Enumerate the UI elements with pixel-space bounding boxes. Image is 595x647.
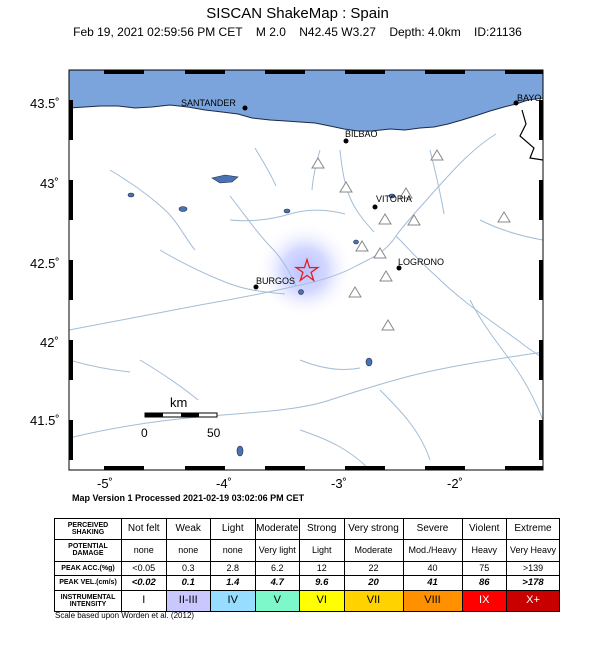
- legend-cell: 1.4: [210, 574, 256, 591]
- legend-label-vel: PEAK VEL.(cm/s): [54, 574, 122, 591]
- legend-cell: 20: [343, 574, 404, 591]
- legend-cell: 4.7: [254, 574, 300, 591]
- legend-label-shaking: PERCEIVED SHAKING: [54, 517, 122, 541]
- legend-cell: 41: [402, 574, 463, 591]
- legend-row-shaking: PERCEIVED SHAKING Not felt Weak Light Mod…: [54, 517, 560, 541]
- scale-start: 0: [141, 426, 148, 440]
- legend-label-intensity: INSTRUMENTAL INTENSITY: [54, 589, 122, 613]
- legend-cell: Mod./Heavy: [402, 539, 463, 562]
- event-depth: Depth: 4.0km: [389, 25, 461, 39]
- intensity-cell: VI: [299, 589, 345, 613]
- lon-label-5: -5˚: [97, 476, 113, 491]
- legend-cell: 75: [461, 560, 507, 576]
- border-line: [519, 109, 543, 161]
- legend-cell: Very strong: [343, 517, 404, 541]
- city-bilbao: BILBAO: [345, 129, 378, 139]
- intensity-cell: II-III: [165, 589, 211, 613]
- legend-row-acc: PEAK ACC.(%g) <0.05 0.3 2.8 6.2 12 22 40…: [54, 560, 560, 576]
- legend-row-intensity: INSTRUMENTAL INTENSITY I II-III IV V VI V…: [54, 589, 560, 613]
- legend-cell: Moderate: [343, 539, 404, 562]
- legend-cell: 12: [299, 560, 345, 576]
- legend-cell: Extreme: [506, 517, 560, 541]
- legend-cell: 22: [343, 560, 404, 576]
- lat-label-41-5: 41.5˚: [30, 413, 60, 428]
- legend-cell: Light: [299, 539, 345, 562]
- scale-end: 50: [207, 426, 221, 440]
- lon-label-4: -4˚: [216, 476, 232, 491]
- legend-cell: <0.02: [121, 574, 167, 591]
- lakes: [127, 174, 396, 457]
- scale-bar: km 0 50: [141, 395, 221, 440]
- intensity-legend: PERCEIVED SHAKING Not felt Weak Light Mod…: [54, 517, 560, 613]
- city-logrono: LOGRONO: [398, 257, 444, 267]
- event-info: Feb 19, 2021 02:59:56 PM CET M 2.0 N42.4…: [0, 25, 595, 39]
- city-santander: SANTANDER: [181, 98, 236, 108]
- lon-label-3: -3˚: [331, 476, 347, 491]
- legend-cell: 86: [461, 574, 507, 591]
- intensity-cell: X+: [506, 589, 560, 613]
- intensity-cell: VIII: [402, 589, 463, 613]
- event-id: ID:21136: [474, 25, 522, 39]
- legend-cell: >139: [506, 560, 560, 576]
- legend-cell: 6.2: [254, 560, 300, 576]
- legend-label-damage: POTENTIAL DAMAGE: [54, 539, 122, 562]
- lat-label-43-5: 43.5˚: [30, 96, 60, 111]
- map-title: SISCAN ShakeMap : Spain: [206, 5, 389, 22]
- legend-cell: 0.1: [165, 574, 211, 591]
- event-date: Feb 19, 2021 02:59:56 PM CET: [73, 25, 243, 39]
- legend-cell: Weak: [165, 517, 211, 541]
- legend-label-acc: PEAK ACC.(%g): [54, 560, 122, 576]
- city-burgos: BURGOS: [256, 276, 295, 286]
- legend-cell: 9.6: [299, 574, 345, 591]
- sea-area: [69, 70, 543, 132]
- legend-cell: Light: [210, 517, 256, 541]
- event-magnitude: M 2.0: [255, 25, 286, 39]
- city-bayo: BAYO: [517, 93, 541, 103]
- legend-cell: Severe: [402, 517, 463, 541]
- city-vitoria: VITORIA: [376, 194, 412, 204]
- legend-row-vel: PEAK VEL.(cm/s) <0.02 0.1 1.4 4.7 9.6 20…: [54, 574, 560, 591]
- legend-cell: >178: [506, 574, 560, 591]
- lat-label-42: 42˚: [40, 335, 59, 350]
- epicenter-star-icon: [294, 257, 320, 283]
- intensity-cell: IV: [210, 589, 256, 613]
- map-version-line: Map Version 1 Processed 2021-02-19 03:02…: [72, 493, 305, 503]
- lon-label-2: -2˚: [447, 476, 463, 491]
- legend-cell: <0.05: [121, 560, 167, 576]
- lat-label-42-5: 42.5˚: [30, 256, 60, 271]
- scale-footnote: Scale based upon Worden et al. (2012): [55, 611, 195, 620]
- intensity-cell: V: [254, 589, 300, 613]
- legend-cell: Very Heavy: [506, 539, 560, 562]
- shakemap: SANTANDER BILBAO VITORIA LOGRONO BURGOS …: [68, 69, 544, 471]
- legend-cell: none: [165, 539, 211, 562]
- legend-cell: Strong: [299, 517, 345, 541]
- intensity-cell: VII: [343, 589, 404, 613]
- shaking-zone: [257, 222, 353, 318]
- lat-label-43: 43˚: [40, 176, 59, 191]
- seismic-stations: [311, 149, 511, 331]
- legend-cell: 0.3: [165, 560, 211, 576]
- scale-unit: km: [170, 395, 187, 410]
- legend-cell: Heavy: [461, 539, 507, 562]
- legend-cell: none: [121, 539, 167, 562]
- cities: [242, 100, 519, 290]
- legend-cell: 2.8: [210, 560, 256, 576]
- frame-ticks: [69, 70, 543, 470]
- event-location: N42.45 W3.27: [299, 25, 376, 39]
- intensity-cell: IX: [461, 589, 507, 613]
- intensity-cell: I: [121, 589, 167, 613]
- legend-cell: Not felt: [121, 517, 167, 541]
- legend-cell: 40: [402, 560, 463, 576]
- legend-cell: Moderate: [254, 517, 300, 541]
- legend-cell: Violent: [461, 517, 507, 541]
- legend-cell: none: [210, 539, 256, 562]
- legend-cell: Very light: [254, 539, 300, 562]
- rivers: [69, 133, 543, 470]
- legend-row-damage: POTENTIAL DAMAGE none none none Very ligh…: [54, 539, 560, 562]
